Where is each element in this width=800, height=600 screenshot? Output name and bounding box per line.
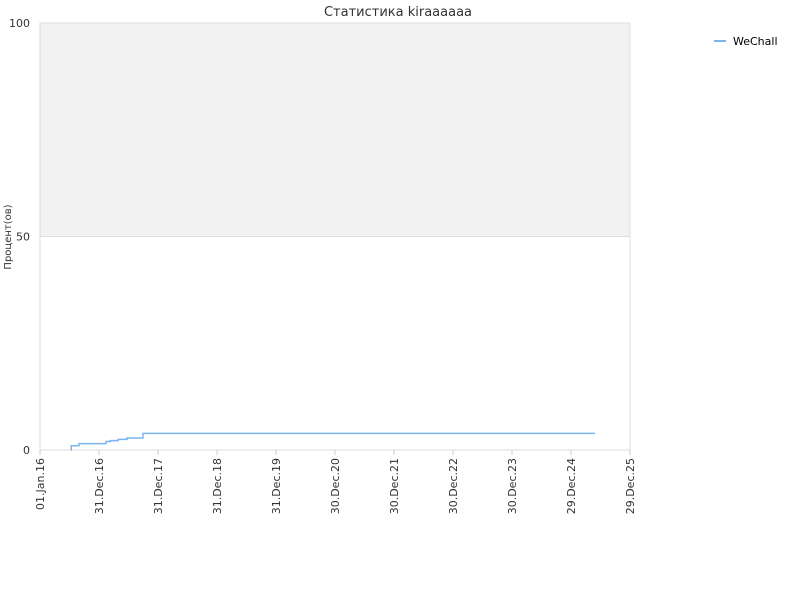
x-tick-label: 31.Dec.17 [152, 458, 165, 514]
x-tick-label: 31.Dec.16 [93, 458, 106, 514]
y-tick-label: 50 [16, 231, 30, 244]
x-tick-label: 29.Dec.24 [565, 458, 578, 514]
x-tick-label: 30.Dec.22 [447, 458, 460, 514]
x-tick-label: 31.Dec.19 [270, 458, 283, 514]
y-tick-label: 0 [23, 444, 30, 457]
x-tick-label: 30.Dec.21 [388, 458, 401, 514]
legend-label: WeChall [733, 35, 778, 48]
series-line [70, 432, 595, 451]
y-tick-label: 100 [9, 17, 30, 30]
x-tick-label: 30.Dec.20 [329, 458, 342, 514]
x-tick-label: 30.Dec.23 [506, 458, 519, 514]
x-tick-label: 01.Jan.16 [34, 458, 47, 510]
y-axis-label: Процент(ов) [3, 204, 14, 269]
plot-band [40, 23, 630, 237]
x-tick-label: 29.Dec.25 [624, 458, 637, 514]
chart-title: Статистика kiraaaaaa [324, 5, 472, 20]
x-tick-label: 31.Dec.18 [211, 458, 224, 514]
